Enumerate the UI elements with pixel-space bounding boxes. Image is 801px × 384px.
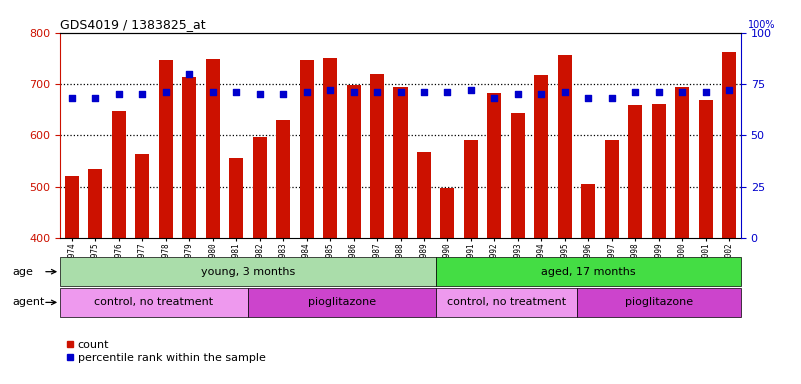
- Point: [394, 89, 407, 95]
- Point: [159, 89, 172, 95]
- Bar: [276, 120, 290, 238]
- Bar: [628, 105, 642, 238]
- Point: [606, 95, 618, 101]
- Point: [723, 87, 735, 93]
- Point: [488, 95, 501, 101]
- Bar: [436, 257, 741, 286]
- Bar: [229, 158, 244, 238]
- Bar: [557, 55, 572, 238]
- Legend: count, percentile rank within the sample: count, percentile rank within the sample: [66, 339, 266, 363]
- Point: [582, 95, 594, 101]
- Point: [230, 89, 243, 95]
- Point: [652, 89, 665, 95]
- Bar: [534, 75, 549, 238]
- Bar: [652, 104, 666, 238]
- Text: control, no treatment: control, no treatment: [95, 297, 214, 308]
- Bar: [135, 154, 149, 238]
- Text: young, 3 months: young, 3 months: [201, 266, 295, 277]
- Text: control, no treatment: control, no treatment: [447, 297, 566, 308]
- Bar: [248, 288, 436, 317]
- Bar: [698, 101, 713, 238]
- Bar: [60, 257, 436, 286]
- Point: [558, 89, 571, 95]
- Point: [417, 89, 430, 95]
- Point: [676, 89, 689, 95]
- Point: [324, 87, 336, 93]
- Bar: [417, 152, 431, 238]
- Point: [465, 87, 477, 93]
- Point: [699, 89, 712, 95]
- Point: [512, 91, 525, 98]
- Text: pioglitazone: pioglitazone: [308, 297, 376, 308]
- Bar: [159, 60, 173, 238]
- Point: [253, 91, 266, 98]
- Bar: [111, 111, 126, 238]
- Text: 100%: 100%: [748, 20, 775, 30]
- Text: agent: agent: [12, 297, 45, 308]
- Bar: [88, 169, 103, 238]
- Text: aged, 17 months: aged, 17 months: [541, 266, 636, 277]
- Bar: [347, 84, 360, 238]
- Point: [89, 95, 102, 101]
- Bar: [182, 77, 196, 238]
- Bar: [252, 137, 267, 238]
- Bar: [487, 93, 501, 238]
- Bar: [441, 188, 454, 238]
- Bar: [323, 58, 337, 238]
- Point: [112, 91, 125, 98]
- Bar: [65, 176, 78, 238]
- Point: [66, 95, 78, 101]
- Point: [183, 71, 195, 77]
- Bar: [577, 288, 741, 317]
- Point: [441, 89, 454, 95]
- Point: [371, 89, 384, 95]
- Bar: [60, 288, 248, 317]
- Bar: [436, 288, 577, 317]
- Bar: [605, 140, 619, 238]
- Point: [535, 91, 548, 98]
- Bar: [206, 60, 219, 238]
- Text: age: age: [12, 266, 34, 277]
- Text: GDS4019 / 1383825_at: GDS4019 / 1383825_at: [60, 18, 206, 31]
- Point: [136, 91, 149, 98]
- Text: pioglitazone: pioglitazone: [625, 297, 693, 308]
- Bar: [675, 86, 690, 238]
- Bar: [582, 184, 595, 238]
- Point: [300, 89, 313, 95]
- Point: [207, 89, 219, 95]
- Point: [347, 89, 360, 95]
- Point: [629, 89, 642, 95]
- Bar: [300, 60, 314, 238]
- Bar: [393, 86, 408, 238]
- Bar: [511, 113, 525, 238]
- Bar: [370, 74, 384, 238]
- Bar: [464, 141, 478, 238]
- Point: [276, 91, 289, 98]
- Bar: [723, 52, 736, 238]
